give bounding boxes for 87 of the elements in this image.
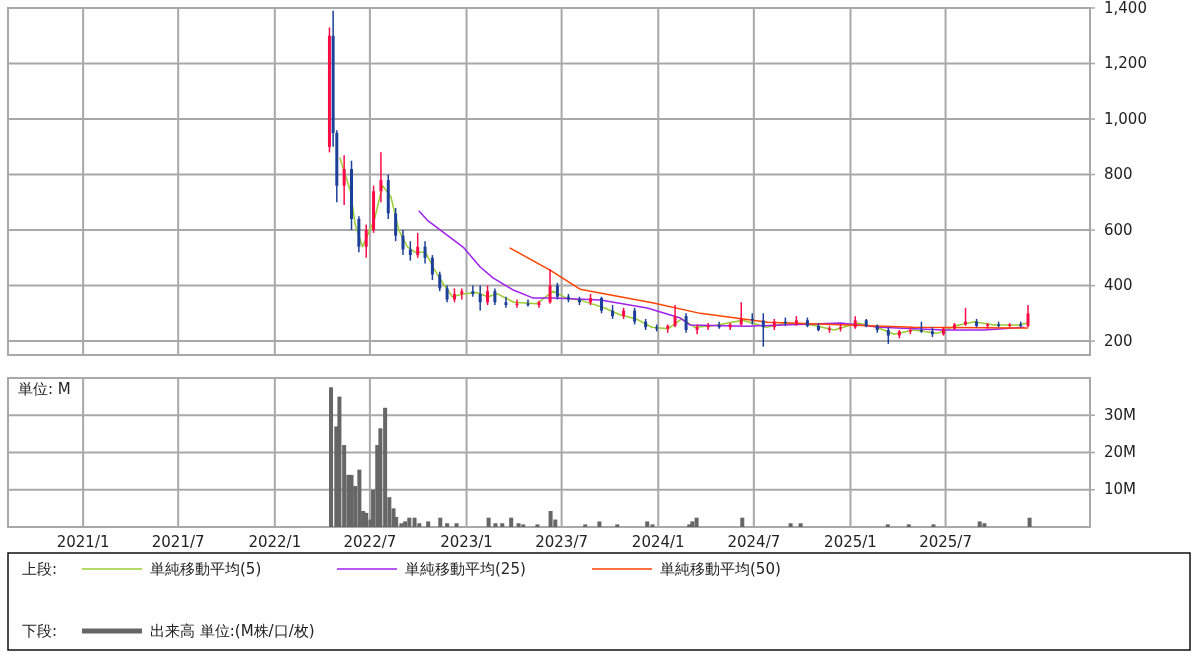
- bar: [357, 469, 362, 527]
- y-tick-label: 30M: [1104, 405, 1137, 424]
- candlestick: [1026, 304, 1030, 328]
- candlestick: [379, 151, 383, 204]
- bar: [597, 521, 602, 527]
- bar: [885, 524, 890, 527]
- candlestick: [504, 295, 508, 309]
- x-tick-label: 2024/7: [727, 533, 781, 551]
- legend-title: 上段:: [22, 559, 58, 578]
- bar: [407, 517, 412, 527]
- bar: [337, 396, 342, 527]
- y-tick-label: 200: [1104, 331, 1133, 350]
- line-series: [339, 157, 1029, 335]
- bar: [535, 524, 540, 527]
- x-tick-label: 2025/7: [919, 533, 972, 551]
- candlestick: [588, 293, 592, 306]
- bar: [1027, 517, 1032, 527]
- legend-title: 下段:: [22, 621, 58, 640]
- bar: [516, 523, 521, 527]
- line-series: [509, 247, 1029, 329]
- x-tick-label: 2023/1: [440, 533, 493, 551]
- bar: [329, 387, 334, 527]
- candlestick: [342, 154, 346, 206]
- bar: [798, 523, 803, 527]
- candlestick: [600, 295, 604, 315]
- candlestick: [548, 268, 552, 305]
- candlestick: [350, 159, 354, 231]
- candlestick: [952, 322, 956, 331]
- y-tick-label: 400: [1104, 276, 1133, 295]
- y-tick-label: 1,400: [1104, 0, 1147, 17]
- bar: [493, 523, 498, 527]
- bar: [438, 517, 443, 527]
- x-tick-label: 2022/7: [343, 533, 397, 551]
- bar: [403, 521, 408, 527]
- x-tick-label: 2024/1: [631, 533, 685, 551]
- candlestick: [486, 284, 490, 306]
- bar: [445, 523, 450, 527]
- candlestick: [394, 207, 398, 242]
- x-tick-label: 2022/1: [248, 533, 302, 551]
- bar: [412, 517, 417, 527]
- bar: [931, 524, 936, 527]
- bar: [426, 521, 431, 527]
- candlestick: [471, 284, 475, 298]
- bar: [583, 524, 588, 527]
- legend-label: 単純移動平均(25): [405, 559, 526, 578]
- candlestick: [673, 304, 677, 328]
- bar: [982, 523, 987, 527]
- candlestick: [401, 229, 405, 256]
- bar: [694, 517, 699, 527]
- candlestick: [695, 323, 699, 335]
- bar: [740, 517, 745, 527]
- candlestick: [761, 312, 765, 348]
- x-tick-label: 2025/1: [824, 533, 877, 551]
- bar: [977, 521, 982, 527]
- legend-label: 単純移動平均(5): [150, 559, 262, 578]
- y-tick-label: 600: [1104, 220, 1133, 239]
- bar: [454, 523, 459, 527]
- candlestick: [478, 284, 482, 312]
- y-tick-label: 10M: [1104, 480, 1137, 499]
- x-tick-label: 2021/1: [56, 533, 110, 551]
- bar: [509, 517, 514, 527]
- bar: [615, 524, 620, 527]
- bar: [486, 517, 491, 527]
- candlestick: [423, 240, 427, 265]
- candlestick: [364, 223, 368, 259]
- candlestick: [684, 312, 688, 334]
- candlestick: [416, 232, 420, 259]
- candlestick: [430, 254, 434, 281]
- annotation: 単位: M: [18, 380, 71, 398]
- x-tick-label: 2023/7: [535, 533, 588, 551]
- legend-label: 単純移動平均(50): [660, 559, 781, 578]
- bar: [906, 524, 911, 527]
- bar: [500, 523, 505, 527]
- bar: [521, 524, 526, 527]
- x-tick-label: 2021/7: [151, 533, 205, 551]
- bar: [690, 521, 695, 527]
- candlestick: [839, 323, 843, 333]
- y-tick-label: 1,000: [1104, 109, 1147, 128]
- candlestick: [460, 287, 464, 301]
- y-tick-label: 800: [1104, 165, 1133, 184]
- bar: [645, 521, 650, 527]
- legend-label: 出来高 単位:(M株/口/枚): [150, 621, 315, 640]
- y-tick-label: 20M: [1104, 443, 1137, 461]
- bar: [788, 523, 793, 527]
- y-tick-label: 1,200: [1104, 54, 1147, 73]
- bar: [548, 510, 553, 527]
- candlestick: [438, 270, 442, 292]
